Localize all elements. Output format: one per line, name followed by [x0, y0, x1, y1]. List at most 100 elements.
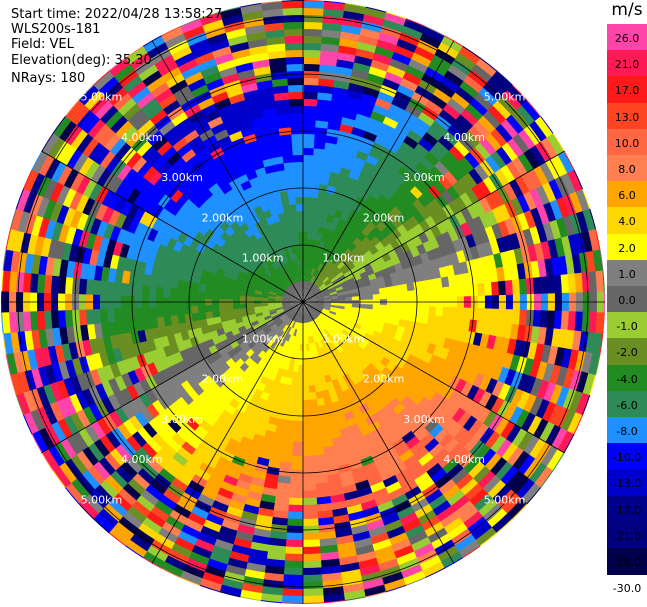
- radar-gate: [53, 441, 71, 463]
- radar-gate: [504, 217, 517, 236]
- radar-gate: [448, 165, 464, 182]
- radar-gate: [534, 442, 552, 464]
- radar-gate: [317, 516, 335, 527]
- radar-gate: [302, 336, 306, 345]
- radar-gate: [421, 561, 445, 578]
- radar-gate: [389, 177, 403, 190]
- radar-gate: [402, 71, 423, 87]
- radar-gate: [424, 66, 446, 83]
- radar-gate: [288, 327, 294, 336]
- radar-gate: [362, 86, 381, 99]
- radar-gate: [493, 417, 510, 437]
- range-ring-label: 1.00km: [242, 252, 284, 265]
- radar-gate: [239, 413, 252, 424]
- radar-gate: [444, 150, 460, 167]
- radar-gate: [453, 196, 468, 212]
- radar-gate: [303, 21, 324, 30]
- radar-gate: [436, 81, 457, 99]
- radar-gate: [532, 418, 549, 440]
- radar-gate: [276, 418, 287, 428]
- range-ring-label: 4.00km: [121, 131, 163, 144]
- radar-gate: [482, 503, 503, 523]
- radar-gate: [495, 123, 514, 144]
- radar-gate: [334, 268, 343, 277]
- radar-gate: [547, 404, 564, 426]
- radar-gate: [330, 500, 347, 511]
- radar-gate: [453, 161, 470, 178]
- radar-gate: [50, 420, 67, 443]
- radar-gate: [388, 194, 402, 207]
- radar-gate: [458, 505, 479, 524]
- radar-gate: [452, 262, 463, 276]
- radar-gate: [384, 409, 398, 422]
- radar-gate: [153, 413, 168, 429]
- radar-gate: [490, 189, 506, 208]
- radar-gate: [433, 277, 443, 289]
- radar-gate: [303, 280, 307, 289]
- radar-gate: [425, 323, 435, 335]
- radar-gate: [99, 479, 119, 499]
- radar-gate: [358, 307, 367, 314]
- radar-gate: [436, 369, 449, 384]
- radar-gate: [459, 367, 473, 383]
- radar-gate: [233, 332, 243, 341]
- radar-gate: [275, 308, 284, 313]
- radar-gate: [302, 539, 321, 548]
- radar-gate: [454, 378, 468, 394]
- radar-gate: [303, 105, 318, 114]
- radar-gate: [319, 313, 327, 320]
- radar-gate: [478, 375, 492, 392]
- radar-gate: [510, 388, 525, 408]
- radar-gate: [549, 384, 564, 406]
- radar-gate: [329, 332, 338, 341]
- radar-gate: [327, 334, 335, 343]
- radar-gate: [367, 272, 377, 281]
- radar-gate: [347, 277, 356, 284]
- radar-gate: [430, 379, 443, 393]
- radar-gate: [196, 493, 215, 508]
- radar-gate: [255, 514, 273, 525]
- radar-gate: [441, 359, 453, 374]
- radar-gate: [379, 304, 388, 312]
- colorbar-tick-label: 26.0: [607, 32, 647, 45]
- radar-gate: [443, 557, 464, 570]
- radar-gate: [430, 120, 448, 137]
- radar-gate: [198, 461, 215, 476]
- radar-gate: [373, 456, 389, 470]
- radar-gate: [477, 470, 496, 490]
- radar-gate: [119, 460, 138, 479]
- radar-gate: [388, 134, 405, 149]
- radar-gate: [284, 539, 303, 548]
- radar-gate: [293, 161, 304, 170]
- radar-gate: [357, 449, 372, 461]
- radar-gate: [288, 334, 294, 343]
- radar-gate: [327, 314, 335, 320]
- radar-gate: [365, 289, 374, 296]
- radar-gate: [359, 271, 369, 279]
- radar-gate: [303, 294, 306, 302]
- radar-gate: [555, 217, 569, 239]
- radar-gate: [281, 315, 289, 323]
- radar-gate: [192, 395, 206, 409]
- radar-gate: [439, 155, 455, 172]
- radar-gate: [211, 420, 226, 434]
- radar-gate: [303, 315, 306, 324]
- radar-gate: [117, 515, 139, 535]
- radar-gate: [320, 234, 328, 243]
- radar-gate: [271, 365, 280, 375]
- radar-gate: [491, 206, 505, 225]
- radar-gate: [71, 430, 89, 452]
- radar-gate: [501, 494, 522, 515]
- radar-gate: [239, 466, 255, 478]
- radar-gate: [482, 176, 498, 195]
- radar-gate: [250, 320, 259, 327]
- radar-gate: [403, 18, 427, 34]
- radar-gate: [332, 266, 340, 275]
- radar-gate: [316, 304, 325, 308]
- radar-gate: [595, 270, 605, 293]
- radar-gate: [496, 236, 508, 254]
- radar-gate: [332, 330, 340, 338]
- radar-gate: [362, 130, 378, 143]
- radar-gate: [414, 409, 429, 424]
- radar-gate: [473, 423, 490, 441]
